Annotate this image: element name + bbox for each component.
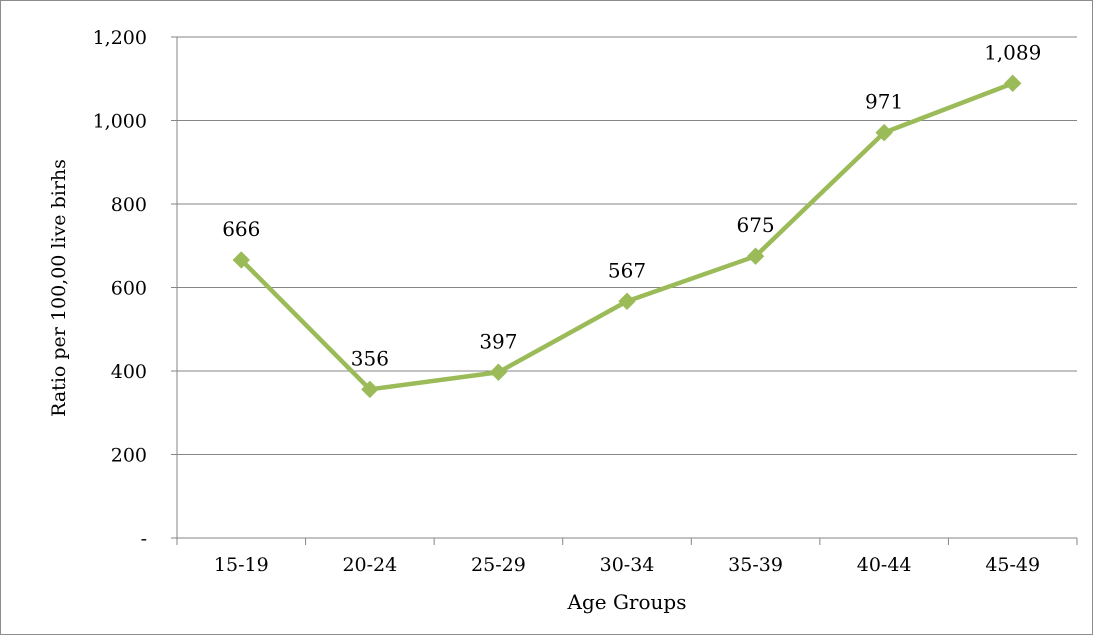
x-axis-title: Age Groups (567, 590, 687, 614)
y-tick-label: 600 (111, 278, 147, 300)
data-label: 666 (222, 217, 260, 241)
x-tick-label: 35-39 (728, 554, 783, 576)
y-tick-label: 400 (111, 361, 147, 383)
x-tick-label: 40-44 (857, 554, 912, 576)
y-axis-title: Ratio per 100,00 live birhs (48, 159, 70, 417)
data-label: 567 (608, 258, 646, 282)
data-point-marker (875, 123, 893, 142)
x-axis: 15-19 20-24 25-29 30-34 35-39 40-44 45-49 (176, 537, 1078, 576)
y-axis-ticks: - 200 400 600 800 1,000 1,200 (93, 27, 178, 550)
x-tick-label: 25-29 (471, 554, 526, 576)
data-point-marker (361, 380, 379, 399)
data-point-marker (618, 292, 636, 310)
data-point-marker (232, 251, 250, 269)
y-tick-label: - (141, 528, 147, 550)
series-line (239, 81, 1015, 392)
data-label: 356 (351, 346, 389, 370)
x-tick-label: 15-19 (214, 554, 269, 576)
data-label: 1,089 (984, 40, 1041, 64)
data-labels: 666 356 397 567 675 971 1,089 (222, 40, 1041, 370)
y-tick-label: 1,000 (93, 111, 147, 133)
data-point-marker (1004, 74, 1022, 93)
data-label: 971 (865, 90, 903, 114)
data-label: 397 (479, 329, 517, 353)
x-tick-label: 20-24 (342, 554, 397, 576)
y-tick-label: 1,200 (93, 27, 147, 49)
data-point-marker (489, 363, 508, 381)
x-tick-label: 45-49 (985, 554, 1040, 576)
gridlines (177, 36, 1077, 455)
x-tick-label: 30-34 (600, 554, 655, 576)
data-point-marker (746, 247, 765, 265)
y-tick-label: 800 (111, 194, 147, 216)
data-label: 675 (736, 213, 774, 237)
y-tick-label: 200 (111, 445, 147, 467)
series-layer (232, 74, 1022, 399)
